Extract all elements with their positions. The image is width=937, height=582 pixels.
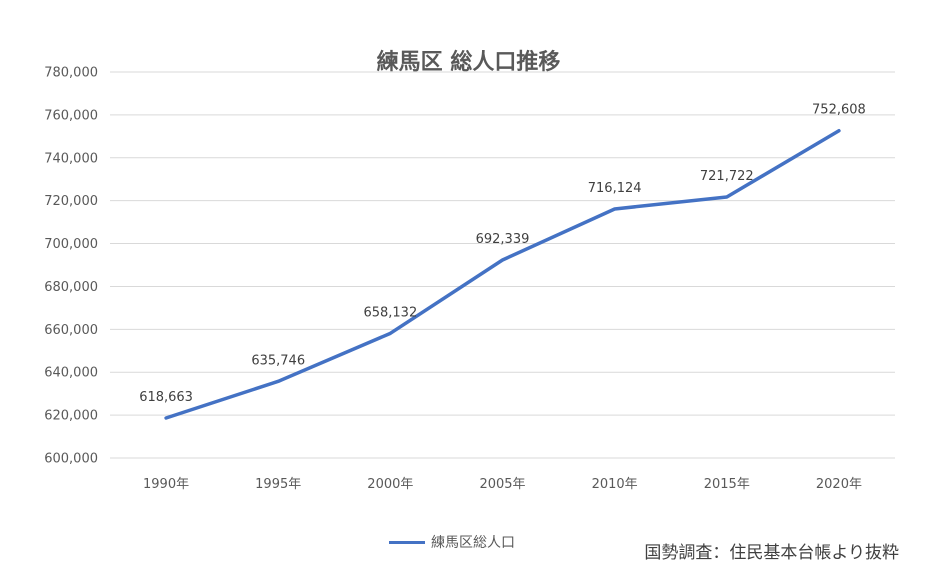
x-tick-label: 1995年 xyxy=(255,477,301,492)
data-label: 752,608 xyxy=(812,103,866,118)
data-label: 635,746 xyxy=(251,353,305,368)
x-tick-label: 2015年 xyxy=(704,477,750,492)
data-label: 716,124 xyxy=(588,181,642,196)
y-tick-label: 660,000 xyxy=(44,323,98,338)
y-tick-label: 760,000 xyxy=(44,108,98,123)
x-axis-ticks: 1990年 1995年 2000年 2005年 2010年 2015年 2020年 xyxy=(143,477,862,492)
series-layer xyxy=(164,128,841,420)
y-tick-label: 700,000 xyxy=(44,237,98,252)
x-tick-label: 2010年 xyxy=(592,477,638,492)
data-label: 721,722 xyxy=(700,169,754,184)
y-axis-ticks: 600,000 620,000 640,000 660,000 680,000 700,0… xyxy=(44,66,98,467)
y-tick-label: 640,000 xyxy=(44,366,98,381)
legend-swatch xyxy=(389,540,425,544)
x-tick-label: 2020年 xyxy=(816,477,862,492)
y-tick-label: 720,000 xyxy=(44,194,98,209)
data-label: 658,132 xyxy=(363,305,417,320)
x-tick-label: 2005年 xyxy=(479,477,525,492)
x-tick-label: 1990年 xyxy=(143,477,189,492)
y-tick-label: 620,000 xyxy=(44,409,98,424)
data-label: 692,339 xyxy=(476,232,530,247)
legend-label: 練馬区総人口 xyxy=(431,535,515,551)
y-tick-label: 600,000 xyxy=(44,452,98,467)
legend: 練馬区総人口 xyxy=(389,532,515,552)
y-tick-label: 780,000 xyxy=(44,66,98,81)
y-tick-label: 680,000 xyxy=(44,280,98,295)
data-labels: 618,663 635,746 658,132 692,339 716,124 721,7… xyxy=(139,103,866,405)
y-tick-label: 740,000 xyxy=(44,151,98,166)
gridlines xyxy=(110,71,895,459)
source-note: 国勢調査：住民基本台帳より抜粋 xyxy=(644,543,899,563)
data-label: 618,663 xyxy=(139,390,193,405)
chart-title: 練馬区 総人口推移 xyxy=(376,50,561,75)
x-tick-label: 2000年 xyxy=(367,477,413,492)
